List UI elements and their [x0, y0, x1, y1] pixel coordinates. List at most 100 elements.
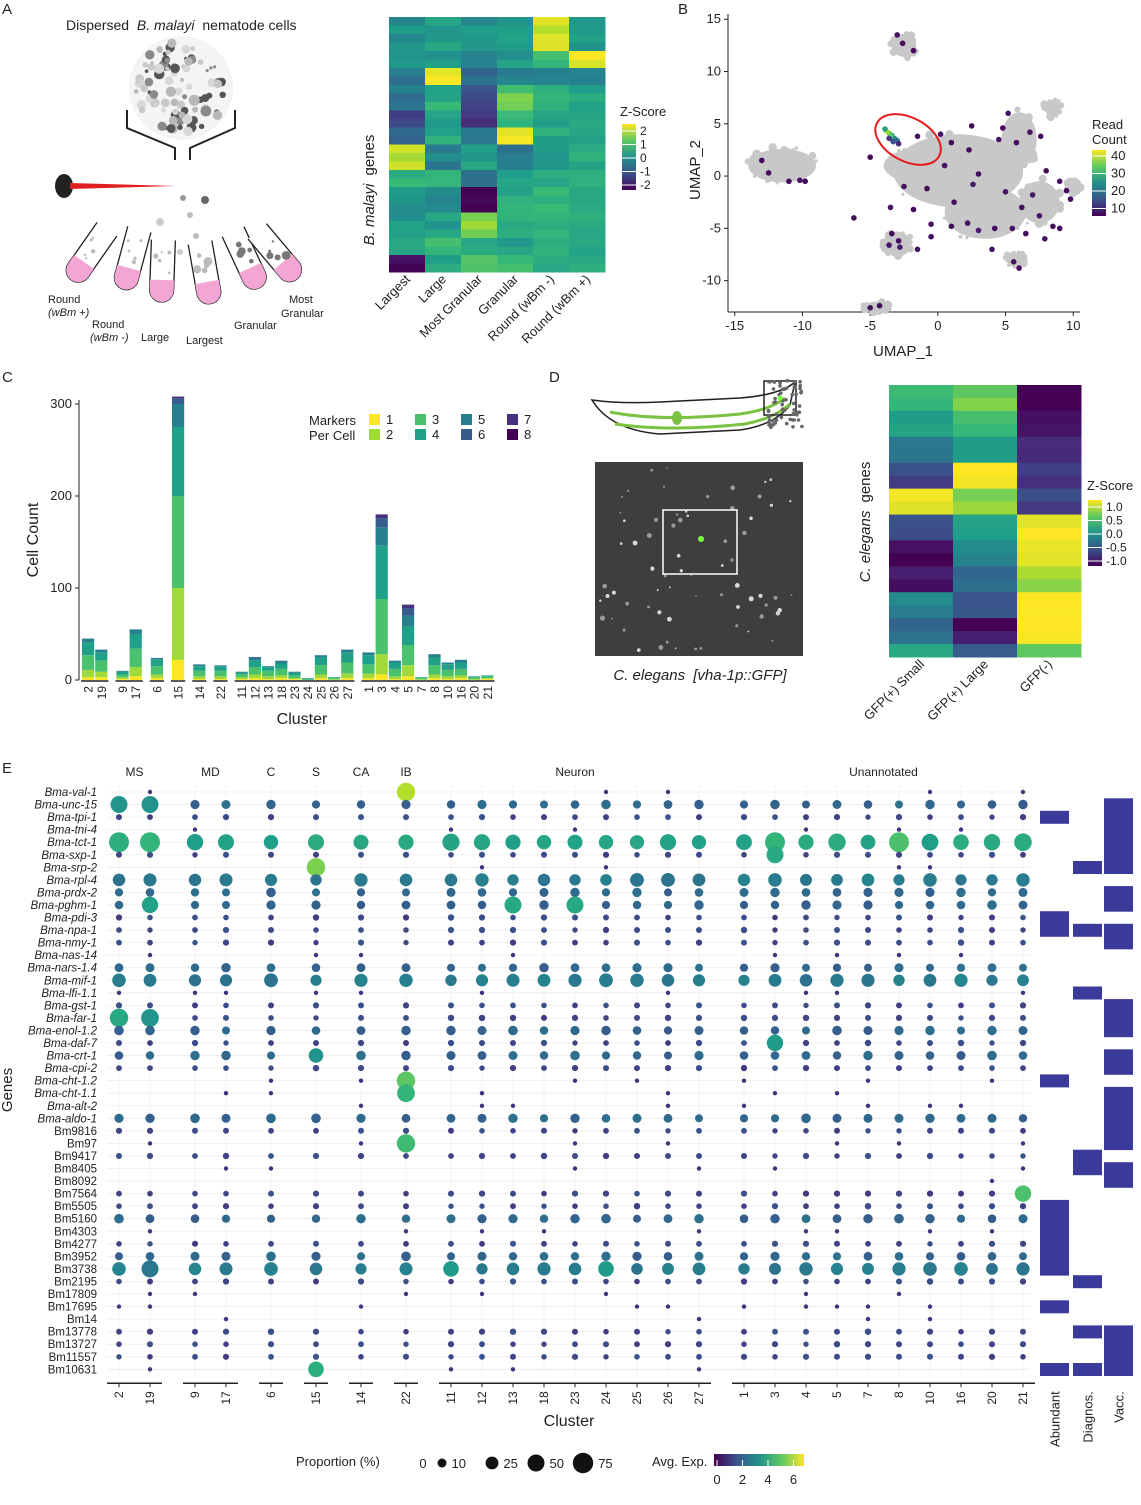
dot-point [221, 800, 231, 809]
umap-background-cell [884, 234, 892, 241]
umap-background-cell [1021, 253, 1028, 260]
dot-point [926, 1152, 934, 1160]
tube-cell-dot [281, 250, 291, 260]
gene-label: Bma-unc-15 [34, 800, 97, 812]
worm-cell-dot [766, 409, 771, 414]
dot-point [603, 814, 609, 821]
dot-point [740, 1190, 748, 1197]
micro-cell-dot [665, 640, 669, 644]
dot-point [632, 1051, 642, 1060]
dot-point [863, 1026, 873, 1035]
dot-point [540, 939, 548, 946]
cell-dot [184, 57, 193, 66]
umap-background-cell [1015, 161, 1019, 165]
dot-point [601, 1213, 611, 1224]
dot-point [572, 1128, 578, 1134]
dot-point [770, 1051, 780, 1060]
heatmap-cell [533, 153, 570, 162]
dot-point [603, 1002, 609, 1009]
dot-point [603, 789, 609, 795]
heatmap-cell [953, 553, 1018, 567]
heatmap-cell [461, 68, 498, 77]
dot-point [572, 1328, 578, 1335]
dot-point [115, 1002, 123, 1009]
dot-point [1016, 873, 1030, 887]
dot-point [188, 974, 202, 987]
cell-dot [136, 100, 147, 110]
gene-label: Bm17809 [48, 1289, 97, 1301]
heatmap-cell [889, 436, 954, 451]
dot-point [541, 1127, 547, 1134]
heatmap-cell [425, 255, 462, 264]
umap-background-cell [978, 188, 982, 192]
dot-plot-xlabel: Cluster [544, 1413, 595, 1430]
dot-point [541, 1354, 547, 1360]
micro-cell-dot [627, 489, 630, 492]
dot-point [448, 1127, 454, 1134]
heatmap-cell [461, 178, 498, 188]
dot-point [736, 834, 752, 851]
dot-point [190, 1214, 200, 1223]
dot-point [146, 1152, 154, 1160]
dot-point [264, 873, 278, 887]
dot-point [956, 1051, 966, 1060]
dot-point [508, 1252, 518, 1261]
dot-point [190, 888, 200, 897]
dot-point [396, 1134, 416, 1153]
dot-point [863, 800, 873, 809]
dot-point [921, 833, 939, 851]
dot-point [541, 851, 547, 858]
micro-cell-dot [653, 517, 659, 523]
dot-point [956, 1113, 966, 1123]
heatmap-cell [497, 17, 534, 26]
dot-point [116, 1065, 122, 1071]
dot-point [312, 1203, 320, 1210]
micro-cell-dot [735, 624, 739, 628]
bar-segment [328, 679, 341, 680]
heatmap-cell [461, 195, 498, 205]
read-count-tick-label: 10 [1111, 201, 1125, 216]
bar-segment [375, 527, 388, 546]
dot-point [510, 1128, 516, 1134]
heatmap-cell [569, 51, 606, 60]
dot-point [116, 1328, 122, 1335]
annotation-cell [1104, 1049, 1133, 1063]
dot-point [510, 1240, 516, 1247]
gene-label: Bma-far-1 [46, 1013, 97, 1025]
dot-point [358, 1190, 364, 1197]
heatmap-cell [497, 195, 534, 205]
bar-segment [95, 671, 108, 678]
heatmap-cell [569, 161, 606, 171]
heatmap-cell [889, 592, 954, 606]
umap-background-cell [1026, 157, 1033, 164]
heatmap-cell [889, 501, 954, 516]
dot-point [268, 1353, 274, 1360]
heatmap-cell [1017, 566, 1082, 580]
cluster-tick-label: 23 [568, 1391, 582, 1405]
annotation-cell [1040, 1363, 1069, 1376]
dot-point [114, 1025, 124, 1036]
cell-dot [149, 90, 159, 99]
dot-point [634, 1014, 640, 1021]
dot-point [509, 1328, 517, 1335]
bar-segment [193, 666, 206, 671]
umap-cell-point [1009, 225, 1016, 232]
cell-dot [181, 45, 191, 54]
dot-point [801, 900, 811, 910]
dot-point [770, 963, 780, 973]
dot-point [1019, 1240, 1027, 1247]
dot-point [862, 1262, 874, 1275]
bar-segment [402, 615, 415, 627]
umap-ylabel: UMAP_2 [687, 140, 704, 200]
dot-point [147, 1229, 153, 1234]
umap-cell-point [890, 138, 896, 145]
bar-segment [235, 677, 248, 679]
dot-point [478, 1328, 486, 1335]
gene-label: Bm5505 [54, 1201, 97, 1213]
bar-category-label: 27 [341, 686, 355, 700]
dot-point [772, 1091, 778, 1096]
dot-point [1019, 1278, 1027, 1285]
heatmap-cell [497, 93, 534, 103]
dot-point [741, 1103, 747, 1109]
dot-point [927, 865, 933, 870]
